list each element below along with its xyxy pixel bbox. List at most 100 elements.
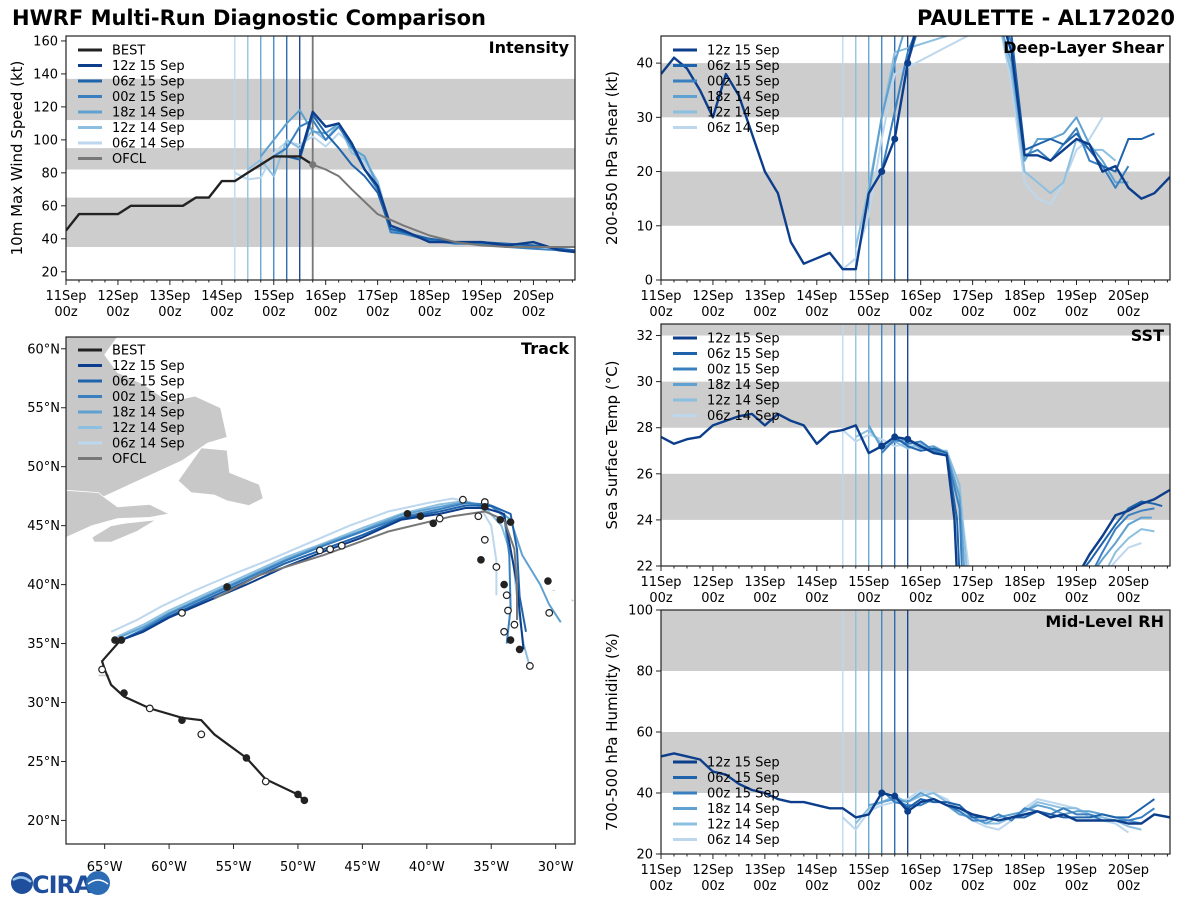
map-frame xyxy=(65,336,576,845)
logo-swirl-icon xyxy=(12,876,32,883)
y-tick-label: 140 xyxy=(33,67,58,82)
lat-tick-label: 50°N xyxy=(27,460,60,475)
x-tick-hour-label: 00z xyxy=(701,879,725,894)
x-tick-day-label: 18Sep xyxy=(1004,863,1045,878)
series-line-06z-14-sep xyxy=(842,36,1104,270)
legend-label-12z-14-sep: 12z 14 Sep xyxy=(707,106,780,121)
axes-frame xyxy=(660,323,1171,567)
track-point-filled xyxy=(403,510,412,518)
legend-label-00z-15-sep: 00z 15 Sep xyxy=(707,75,780,90)
x-tick-day-label: 16Sep xyxy=(900,575,941,590)
y-tick-label: 40 xyxy=(636,787,653,802)
x-tick-hour-label: 00z xyxy=(1117,879,1141,894)
x-tick-day-label: 17Sep xyxy=(952,575,993,590)
y-tick-label: 160 xyxy=(33,34,58,49)
track-point-filled xyxy=(300,796,309,805)
series-marker-12z-15-sep xyxy=(904,807,912,815)
x-tick-hour-label: 00z xyxy=(857,305,881,320)
y-axis-label: 10m Max Wind Speed (kt) xyxy=(8,61,26,256)
track-point-filled xyxy=(500,580,508,589)
x-tick-day-label: 13Sep xyxy=(149,289,190,304)
track-point-open xyxy=(98,665,106,674)
x-tick-day-label: 12Sep xyxy=(692,289,733,304)
y-tick-label: 10 xyxy=(636,219,653,234)
rh-panel: 2040608010011Sep00z12Sep00z13Sep00z14Sep… xyxy=(603,604,1171,894)
series-marker-ofcl xyxy=(309,161,317,169)
y-tick-label: 22 xyxy=(636,560,653,575)
legend-label-00z-15-sep: 00z 15 Sep xyxy=(112,90,185,105)
x-tick-day-label: 12Sep xyxy=(692,863,733,878)
y-tick-label: 26 xyxy=(636,467,653,482)
x-tick-day-label: 19Sep xyxy=(1056,863,1097,878)
track-line-06z-15-sep xyxy=(121,504,527,641)
shaded-band xyxy=(661,473,1170,520)
track-point-open xyxy=(145,704,154,713)
x-tick-hour-label: 00z xyxy=(753,879,777,894)
y-tick-label: 60 xyxy=(41,199,58,214)
x-tick-hour-label: 00z xyxy=(961,591,985,606)
x-tick-day-label: 14Sep xyxy=(201,289,242,304)
legend-label-18z-14-sep: 18z 14 Sep xyxy=(112,406,185,421)
legend-label-06z-15-sep: 06z 15 Sep xyxy=(707,347,780,362)
logo-seal-wave xyxy=(87,879,109,885)
x-tick-hour-label: 00z xyxy=(54,305,78,320)
y-tick-label: 60 xyxy=(636,726,653,741)
x-tick-day-label: 11Sep xyxy=(45,289,86,304)
land-mass xyxy=(66,489,171,538)
track-point-open xyxy=(545,609,554,617)
x-tick-hour-label: 00z xyxy=(805,591,829,606)
x-tick-day-label: 20Sep xyxy=(1108,289,1149,304)
x-tick-hour-label: 00z xyxy=(805,879,829,894)
x-tick-day-label: 18Sep xyxy=(1004,575,1045,590)
series-line-best xyxy=(66,155,314,232)
x-tick-hour-label: 00z xyxy=(701,305,725,320)
x-tick-hour-label: 00z xyxy=(1117,305,1141,320)
land-mass xyxy=(66,337,228,509)
x-tick-hour-label: 00z xyxy=(701,591,725,606)
lon-tick-label: 55°W xyxy=(216,860,252,875)
x-tick-hour-label: 00z xyxy=(649,879,673,894)
track-point-filled xyxy=(477,556,485,564)
legend-label-00z-15-sep: 00z 15 Sep xyxy=(112,390,185,405)
track-point-open xyxy=(458,495,467,504)
series-line-06z-15-sep xyxy=(894,436,1163,566)
track-point-open xyxy=(197,730,206,739)
series-line-12z-15-sep xyxy=(661,752,1170,825)
lon-tick-label: 60°W xyxy=(151,860,187,875)
panel-title: Deep-Layer Shear xyxy=(1003,38,1164,57)
y-axis-label: 200-850 hPa Shear (kt) xyxy=(603,71,621,245)
track-line-12z-15-sep xyxy=(121,507,525,650)
legend-label-ofcl: OFCL xyxy=(112,152,147,167)
lat-tick-label: 30°N xyxy=(27,696,60,711)
track-point-open xyxy=(500,627,509,636)
track-line-00z-15-sep xyxy=(120,502,512,644)
track-panel: 20°N25°N30°N35°N40°N45°N50°N55°N60°N65°W… xyxy=(27,336,576,875)
legend-label-12z-15-sep: 12z 15 Sep xyxy=(707,756,780,771)
plot-area xyxy=(661,36,1170,280)
map-area xyxy=(66,337,575,805)
x-tick-hour-label: 00z xyxy=(753,591,777,606)
track-point-filled xyxy=(496,515,505,524)
plot-area xyxy=(66,36,575,280)
x-tick-day-label: 15Sep xyxy=(848,289,889,304)
track-point-open xyxy=(178,609,186,617)
legend-label-12z-15-sep: 12z 15 Sep xyxy=(112,59,185,74)
x-tick-day-label: 18Sep xyxy=(1004,289,1045,304)
plot-area xyxy=(661,324,1170,566)
x-tick-day-label: 17Sep xyxy=(357,289,398,304)
legend-label-12z-15-sep: 12z 15 Sep xyxy=(707,44,780,59)
y-axis-label: Sea Surface Temp (°C) xyxy=(603,360,621,529)
legend-label-00z-15-sep: 00z 15 Sep xyxy=(707,363,780,378)
x-tick-hour-label: 00z xyxy=(857,879,881,894)
x-tick-hour-label: 00z xyxy=(1117,591,1141,606)
legend-label-06z-14-sep: 06z 14 Sep xyxy=(707,121,780,136)
x-tick-hour-label: 00z xyxy=(649,305,673,320)
legend-label-ofcl: OFCL xyxy=(112,452,147,467)
legend-label-best: BEST xyxy=(112,44,145,59)
x-tick-hour-label: 00z xyxy=(418,305,442,320)
track-point-filled xyxy=(506,518,515,526)
series-marker-12z-15-sep xyxy=(904,435,912,443)
logo-seal-icon xyxy=(86,871,110,895)
shaded-band xyxy=(661,732,1170,793)
